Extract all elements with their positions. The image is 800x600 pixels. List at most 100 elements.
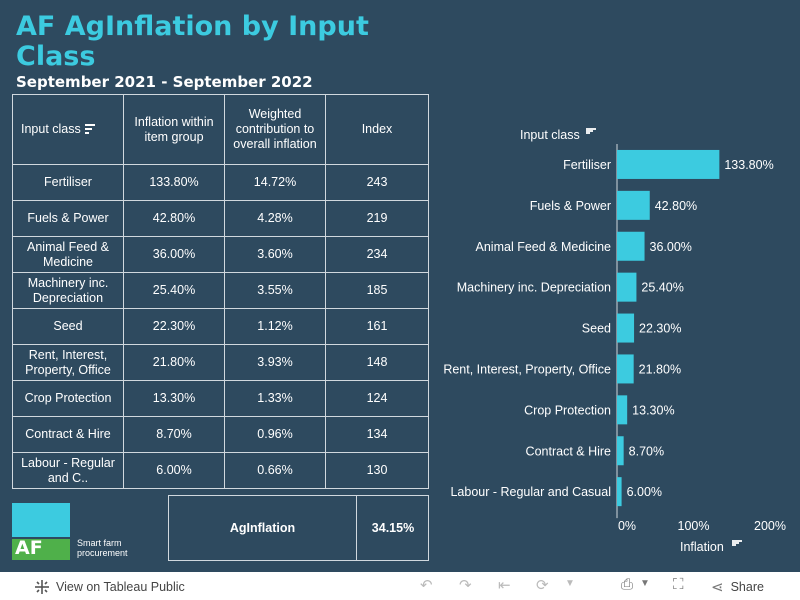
category-label: Crop Protection — [524, 403, 611, 417]
bar[interactable] — [617, 395, 628, 425]
cell-index: 243 — [325, 164, 429, 201]
table-row: Machinery inc. Depreciation 25.40% 3.55% 18… — [12, 272, 429, 309]
cell-inflation: 36.00% — [123, 236, 225, 273]
redo-icon[interactable]: ↷ — [459, 577, 472, 594]
cell-input-class: Seed — [12, 308, 124, 345]
data-label: 21.80% — [639, 362, 681, 376]
data-label: 8.70% — [629, 444, 664, 458]
table-row: Seed 22.30% 1.12% 161 — [12, 308, 429, 345]
sort-icon[interactable] — [586, 128, 596, 134]
bar[interactable] — [617, 190, 650, 220]
cell-input-class: Fertiliser — [12, 164, 124, 201]
cell-inflation: 22.30% — [123, 308, 225, 345]
table-header-row: Input class Inflation within item group … — [12, 94, 429, 165]
data-label: 13.30% — [632, 403, 674, 417]
bar[interactable] — [617, 149, 720, 179]
bar[interactable] — [617, 313, 635, 343]
data-label: 42.80% — [655, 199, 697, 213]
cell-weighted: 3.60% — [224, 236, 326, 273]
page-title: AF AgInflation by Input Class — [16, 11, 369, 72]
column-header-inflation: Inflation within item group — [123, 94, 225, 165]
logo-top-block — [12, 503, 70, 537]
sort-icon[interactable] — [84, 124, 95, 135]
cell-input-class: Labour - Regular and C.. — [12, 452, 124, 489]
download-dropdown-icon[interactable]: ▼ — [640, 578, 650, 589]
logo-bottom-block — [12, 539, 70, 560]
cell-inflation: 8.70% — [123, 416, 225, 453]
logo-mark: AF — [15, 537, 43, 559]
category-label: Fuels & Power — [530, 199, 611, 213]
tableau-logo-icon — [35, 580, 49, 594]
bar[interactable] — [617, 436, 624, 466]
refresh-dropdown-icon[interactable]: ▼ — [565, 578, 575, 589]
column-header-input-class[interactable]: Input class — [12, 94, 124, 165]
download-icon[interactable]: ⎙ — [621, 576, 634, 593]
cell-index: 234 — [325, 236, 429, 273]
cell-index: 148 — [325, 344, 429, 381]
category-label: Animal Feed & Medicine — [476, 240, 612, 254]
column-header-index: Index — [325, 94, 429, 165]
cell-inflation: 13.30% — [123, 380, 225, 417]
bar[interactable] — [617, 477, 622, 507]
fullscreen-icon[interactable]: ⛶ — [673, 576, 684, 593]
inflation-bar-chart: Input class Fertiliser 133.80% Fuels & Powe… — [443, 128, 786, 554]
table-row: Contract & Hire 8.70% 0.96% 134 — [12, 416, 429, 453]
cell-inflation: 21.80% — [123, 344, 225, 381]
table-row: Crop Protection 13.30% 1.33% 124 — [12, 380, 429, 417]
cell-weighted: 0.66% — [224, 452, 326, 489]
column-header-weighted: Weighted contribution to overall inflati… — [224, 94, 326, 165]
cell-weighted: 3.55% — [224, 272, 326, 309]
cell-index: 185 — [325, 272, 429, 309]
cell-weighted: 1.33% — [224, 380, 326, 417]
table-row: Rent, Interest, Property, Office 21.80% 3.… — [12, 344, 429, 381]
aginflation-summary: AgInflation 34.15% — [168, 495, 429, 561]
category-label: Machinery inc. Depreciation — [457, 281, 611, 295]
cell-weighted: 4.28% — [224, 200, 326, 237]
cell-inflation: 133.80% — [123, 164, 225, 201]
x-tick-label: 200% — [754, 519, 786, 533]
view-on-tableau-public-link[interactable]: View on Tableau Public — [34, 579, 185, 595]
cell-index: 219 — [325, 200, 429, 237]
cell-weighted: 3.93% — [224, 344, 326, 381]
logo-text: Smart farm procurement — [77, 538, 128, 558]
undo-icon[interactable]: ↶ — [420, 577, 433, 594]
bar[interactable] — [617, 354, 634, 384]
data-label: 6.00% — [627, 485, 662, 499]
data-label: 36.00% — [650, 240, 692, 254]
category-label: Seed — [582, 322, 611, 336]
cell-input-class: Fuels & Power — [12, 200, 124, 237]
cell-index: 130 — [325, 452, 429, 489]
cell-input-class: Rent, Interest, Property, Office — [12, 344, 124, 381]
sort-icon[interactable] — [732, 540, 742, 546]
cell-index: 134 — [325, 416, 429, 453]
af-logo: AF — [12, 503, 70, 560]
revert-icon[interactable]: ⇤ — [498, 577, 511, 594]
x-tick-label: 100% — [678, 519, 710, 533]
inflation-table: Input class Inflation within item group … — [12, 94, 429, 489]
share-icon: ⋖ — [711, 579, 724, 596]
x-tick-label: 0% — [618, 519, 636, 533]
refresh-icon[interactable]: ⟳ — [536, 577, 549, 594]
table-row: Labour - Regular and C.. 6.00% 0.66% 130 — [12, 452, 429, 489]
cell-weighted: 0.96% — [224, 416, 326, 453]
summary-label: AgInflation — [169, 496, 357, 560]
bar[interactable] — [617, 231, 645, 261]
x-axis-title: Inflation — [680, 540, 724, 554]
page-subtitle: September 2021 - September 2022 — [16, 73, 313, 91]
category-label: Rent, Interest, Property, Office — [443, 362, 611, 376]
table-row: Animal Feed & Medicine 36.00% 3.60% 234 — [12, 236, 429, 273]
share-button[interactable]: ⋖ Share — [711, 579, 764, 596]
cell-input-class: Machinery inc. Depreciation — [12, 272, 124, 309]
category-label: Fertiliser — [563, 158, 611, 172]
summary-value: 34.15% — [371, 521, 415, 535]
table-row: Fertiliser 133.80% 14.72% 243 — [12, 164, 429, 201]
data-label: 22.30% — [639, 322, 681, 336]
y-axis-title: Input class — [520, 128, 580, 142]
table-row: Fuels & Power 42.80% 4.28% 219 — [12, 200, 429, 237]
tableau-toolbar: View on Tableau Public ↶ ↷ ⇤ ⟳ ▼ ⎙ ▼ ⛶ ⋖… — [0, 572, 800, 600]
category-label: Labour - Regular and Casual — [450, 485, 611, 499]
cell-weighted: 1.12% — [224, 308, 326, 345]
data-label: 25.40% — [641, 281, 683, 295]
bar[interactable] — [617, 272, 637, 302]
cell-inflation: 25.40% — [123, 272, 225, 309]
